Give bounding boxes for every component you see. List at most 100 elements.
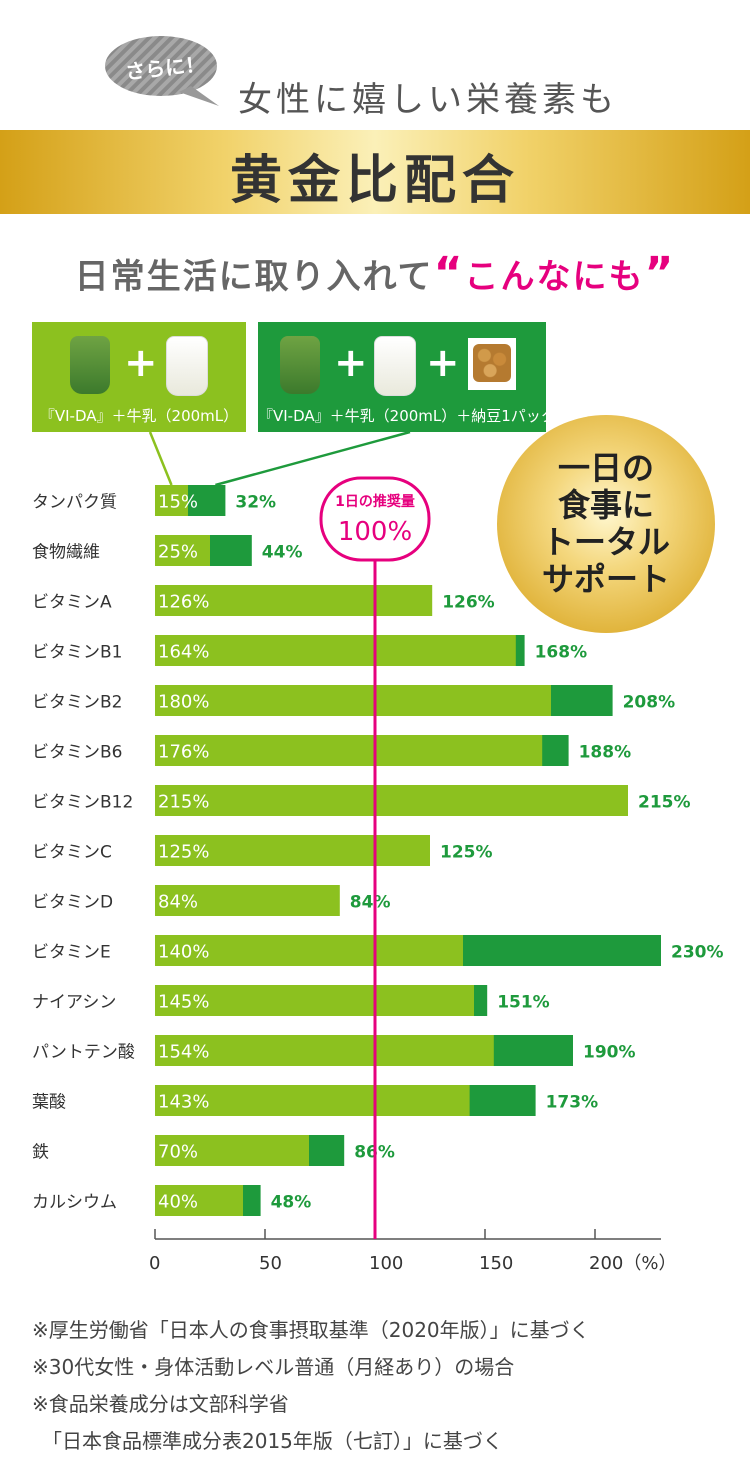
category-label: ビタミンC [32, 843, 112, 863]
category-label: ビタミンB12 [32, 793, 133, 813]
total-value-label: 208% [623, 693, 676, 713]
x-tick-label: 100 [369, 1253, 403, 1274]
legend-vida-milk: + 『VI-DA』＋牛乳（200mL） [32, 322, 246, 432]
bar-vida-milk [155, 1185, 243, 1216]
footnote: ※厚生労働省「日本人の食事摂取基準（2020年版）」に基づく [32, 1318, 590, 1342]
bar-value-label: 84% [158, 892, 198, 913]
milk-glass-icon [166, 336, 208, 396]
natto-icon [468, 338, 516, 390]
category-label: ビタミンE [32, 943, 111, 963]
legend-caption: 『VI-DA』＋牛乳（200mL）＋納豆1パック [258, 407, 556, 425]
reference-label-line1: 1日の推奨量 [335, 493, 415, 510]
reference-label-line2: 100% [338, 517, 412, 547]
category-label: ビタミンA [32, 593, 112, 613]
speech-bubble-icon [105, 36, 219, 106]
footnote: 「日本食品標準成分表2015年版（七訂）」に基づく [32, 1429, 503, 1453]
bar-value-label: 176% [158, 742, 209, 763]
bar-value-label: 164% [158, 642, 209, 663]
total-value-label: 48% [271, 1193, 312, 1213]
plus-icon: + [124, 340, 158, 386]
category-label: 食物繊維 [32, 543, 100, 563]
plus-icon: + [334, 340, 368, 386]
category-label: パントテン酸 [32, 1043, 135, 1063]
legend-connector-b [215, 430, 411, 487]
bar-vida-milk [155, 835, 430, 866]
bar-vida-milk [155, 735, 543, 766]
legend-vida-milk-natto: + + 『VI-DA』＋牛乳（200mL）＋納豆1パック [258, 322, 556, 432]
footnote: ※30代女性・身体活動レベル普通（月経あり）の場合 [32, 1355, 515, 1379]
category-label: ビタミンB6 [32, 743, 122, 763]
category-label: ビタミンB1 [32, 643, 122, 663]
x-tick-label: 200（%） [589, 1253, 676, 1274]
bar-value-label: 25% [158, 542, 198, 563]
total-value-label: 173% [546, 1093, 599, 1113]
intro-prefix: 日常生活に取り入れて [74, 257, 434, 297]
title-band [0, 130, 750, 214]
total-value-label: 168% [535, 643, 588, 663]
bar-value-label: 126% [158, 592, 209, 613]
total-value-label: 230% [671, 943, 724, 963]
category-label: 鉄 [32, 1143, 49, 1163]
bar-vida-milk [155, 535, 210, 566]
bar-value-label: 145% [158, 992, 209, 1013]
total-value-label: 32% [235, 493, 276, 513]
category-label: ナイアシン [32, 993, 116, 1013]
bar-vida-milk [155, 1085, 470, 1116]
total-value-label: 188% [579, 743, 632, 763]
total-value-label: 190% [583, 1043, 636, 1063]
subheading: 女性に嬉しい栄養素も [238, 80, 618, 120]
bar-vida-milk [155, 785, 628, 816]
open-quote: “ [433, 248, 465, 299]
bar-value-label: 180% [158, 692, 209, 713]
close-quote: ” [644, 248, 676, 299]
bar-vida-milk [155, 485, 188, 516]
bar-value-label: 143% [158, 1092, 209, 1113]
bar-value-label: 215% [158, 792, 209, 813]
legend-connector-a [148, 431, 173, 486]
bar-vida-milk [155, 935, 463, 966]
bar-value-label: 15% [158, 492, 198, 513]
bar-vida-milk [155, 985, 474, 1016]
chart-rows: タンパク質 15% 32% 食物繊維 25% 44% ビタミンA 126% 126% ビタミンB1… [32, 485, 724, 1216]
bar-vida-milk [155, 685, 551, 716]
bar-vida-milk [155, 1135, 309, 1166]
intro-heading: 日常生活に取り入れて“こんなにも” [0, 248, 750, 299]
total-value-label: 126% [442, 593, 495, 613]
milk-glass-icon [374, 336, 416, 396]
total-support-badge: 一日の 食事に トータル サポート [497, 415, 715, 633]
category-label: ビタミンD [32, 893, 113, 913]
bar-vida-milk [155, 1035, 494, 1066]
plus-icon: + [426, 340, 460, 386]
bar-value-label: 140% [158, 942, 209, 963]
x-tick-label: 0 [149, 1253, 160, 1274]
footnote: ※食品栄養成分は文部科学省 [32, 1392, 289, 1416]
total-value-label: 84% [350, 893, 391, 913]
total-value-label: 44% [262, 543, 303, 563]
reference-label-box [319, 476, 431, 562]
bar-vida-milk [155, 885, 340, 916]
x-axis: 0 50 100 150 200（%） [149, 1229, 676, 1274]
vida-glass-icon [280, 336, 320, 394]
bar-value-label: 154% [158, 1042, 209, 1063]
category-label: タンパク質 [32, 493, 117, 513]
intro-emphasis: こんなにも [464, 257, 645, 297]
x-tick-label: 50 [259, 1253, 282, 1274]
bar-vida-milk [155, 635, 516, 666]
page-title: 黄金比配合 [229, 151, 520, 211]
total-value-label: 215% [638, 793, 691, 813]
category-label: ビタミンB2 [32, 693, 122, 713]
bar-value-label: 125% [158, 842, 209, 863]
bar-value-label: 40% [158, 1192, 198, 1213]
total-value-label: 151% [497, 993, 550, 1013]
x-tick-label: 150 [479, 1253, 513, 1274]
bar-vida-milk [155, 585, 433, 616]
vida-glass-icon [70, 336, 110, 394]
legend-connectors [148, 430, 411, 487]
legend-caption: 『VI-DA』＋牛乳（200mL） [39, 407, 239, 425]
category-label: 葉酸 [32, 1093, 66, 1113]
category-label: カルシウム [32, 1193, 117, 1213]
nutrient-bar-chart: タンパク質 15% 32% 食物繊維 25% 44% ビタミンA 126% 126% ビタミンB1… [32, 430, 724, 1274]
reference-line-group: 1日の推奨量 100% [319, 476, 431, 1239]
total-value-label: 125% [440, 843, 493, 863]
bar-value-label: 70% [158, 1142, 198, 1163]
